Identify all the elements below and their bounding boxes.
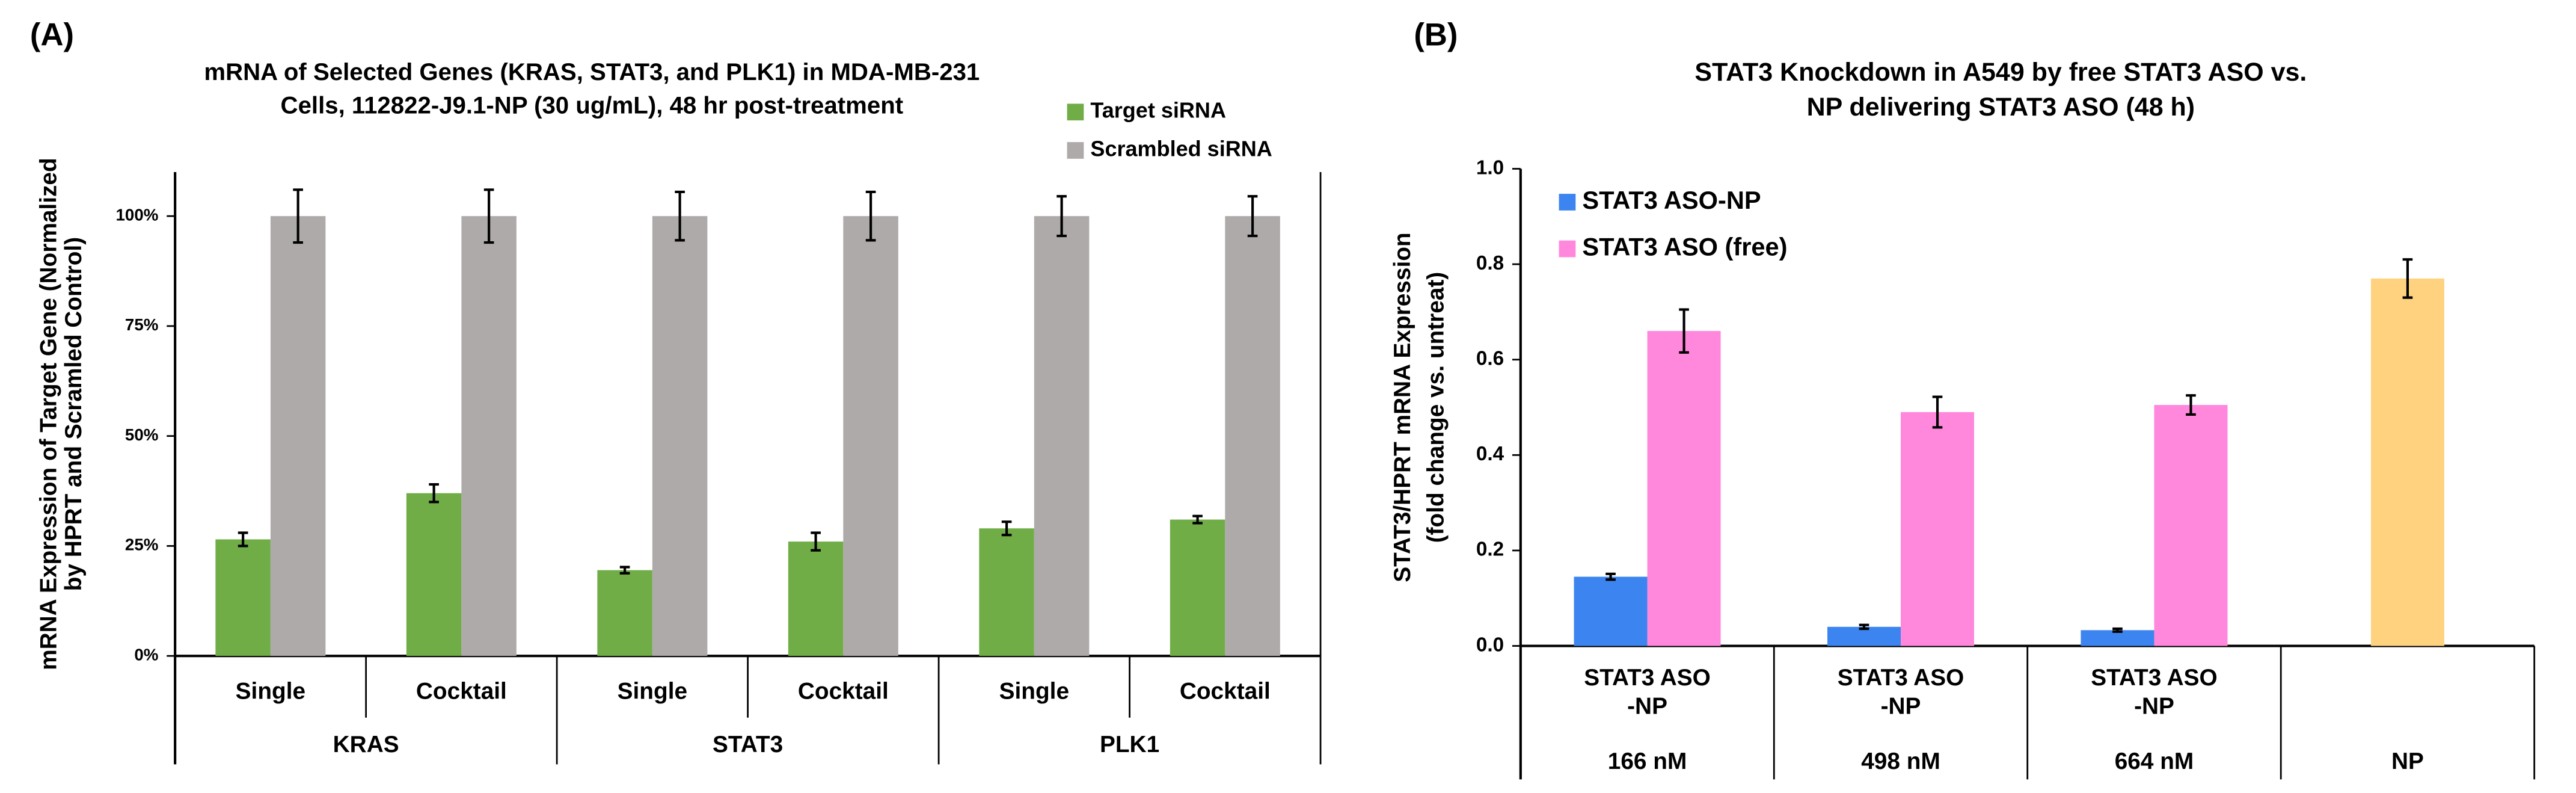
x-tick-label: -NP xyxy=(1881,693,1921,719)
error-bar xyxy=(865,190,876,242)
bar xyxy=(788,542,844,656)
x-tick-label: Cocktail xyxy=(416,678,507,704)
error-bar xyxy=(2112,627,2123,633)
bar xyxy=(2154,405,2228,646)
legend-swatch xyxy=(1067,103,1084,121)
bar xyxy=(461,216,517,656)
y-tick-label: 100% xyxy=(116,205,159,224)
error-bar xyxy=(1192,514,1203,525)
group-label: KRAS xyxy=(333,732,399,758)
error-bar xyxy=(1605,572,1616,581)
error-bar xyxy=(619,566,630,575)
y-tick-label: 1.0 xyxy=(1476,156,1504,179)
y-tick-label: 0% xyxy=(134,646,158,664)
bar xyxy=(2370,278,2444,646)
error-bar xyxy=(293,188,303,244)
y-tick-label: 0.6 xyxy=(1476,348,1504,370)
legend-swatch xyxy=(1559,240,1576,258)
error-bar xyxy=(675,190,685,242)
bar xyxy=(979,528,1034,656)
legend-label: Scrambled siRNA xyxy=(1090,137,1272,161)
error-bar xyxy=(1679,308,1689,354)
chart-title: mRNA of Selected Genes (KRAS, STAT3, and… xyxy=(204,58,980,85)
legend-label: STAT3 ASO-NP xyxy=(1582,186,1761,214)
group-label: 498 nM xyxy=(1861,748,1940,774)
x-tick-label: Single xyxy=(618,678,687,704)
chart-title: NP delivering STAT3 ASO (48 h) xyxy=(1807,93,2195,122)
error-bar xyxy=(811,531,821,552)
error-bar xyxy=(483,188,494,244)
group-label: STAT3 xyxy=(713,732,783,758)
y-tick-label: 0.8 xyxy=(1476,252,1504,274)
error-bar xyxy=(429,483,439,504)
y-axis-label: mRNA Expression of Target Gene (Normaliz… xyxy=(35,158,61,670)
x-tick-label: Single xyxy=(999,678,1069,704)
error-bar xyxy=(2186,394,2196,416)
bar xyxy=(1170,519,1225,656)
error-bar xyxy=(1932,395,1943,429)
error-bar xyxy=(1247,195,1258,238)
y-tick-label: 75% xyxy=(125,315,158,334)
error-bar xyxy=(1001,520,1012,537)
chart-title: STAT3 Knockdown in A549 by free STAT3 AS… xyxy=(1694,58,2307,87)
error-bar xyxy=(2402,258,2413,299)
legend-label: STAT3 ASO (free) xyxy=(1582,233,1787,261)
panel-label: (B) xyxy=(1414,17,1458,52)
bar xyxy=(1827,626,1901,646)
bar xyxy=(1647,331,1721,646)
y-axis-label: by HPRT and Scramled Control) xyxy=(61,237,87,591)
group-label: PLK1 xyxy=(1100,732,1159,758)
group-label: 166 nM xyxy=(1608,748,1687,774)
y-tick-label: 0.0 xyxy=(1476,634,1504,656)
x-tick-label: STAT3 ASO xyxy=(2091,665,2218,691)
group-label: 664 nM xyxy=(2115,748,2194,774)
bar xyxy=(843,216,898,656)
panel-label: (A) xyxy=(30,17,74,52)
y-tick-label: 0.4 xyxy=(1476,443,1504,465)
chart-title: Cells, 112822-J9.1-NP (30 ug/mL), 48 hr … xyxy=(281,92,904,119)
x-tick-label: -NP xyxy=(1627,693,1667,719)
bar xyxy=(1225,216,1280,656)
x-tick-label: Cocktail xyxy=(1180,678,1271,704)
y-tick-label: 25% xyxy=(125,535,158,554)
bar xyxy=(406,493,462,656)
bar xyxy=(652,216,708,656)
group-label: NP xyxy=(2391,748,2424,774)
bar xyxy=(597,570,652,656)
legend-swatch xyxy=(1559,194,1576,211)
bar xyxy=(1034,216,1090,656)
x-tick-label: Single xyxy=(236,678,305,704)
x-tick-label: Cocktail xyxy=(798,678,889,704)
y-axis-label: STAT3/HPRT mRNA Expression xyxy=(1390,232,1415,582)
error-bar xyxy=(238,531,248,548)
error-bar xyxy=(1859,623,1869,631)
legend-label: Target siRNA xyxy=(1090,98,1226,123)
y-tick-label: 50% xyxy=(125,425,158,444)
x-tick-label: STAT3 ASO xyxy=(1838,665,1964,691)
error-bar xyxy=(1056,195,1067,238)
y-tick-label: 0.2 xyxy=(1476,538,1504,561)
x-tick-label: STAT3 ASO xyxy=(1584,665,1711,691)
bar xyxy=(215,539,271,656)
bar xyxy=(1901,412,1975,646)
y-axis-label: (fold change vs. untreat) xyxy=(1423,272,1449,543)
bar xyxy=(270,216,326,656)
legend-swatch xyxy=(1067,142,1084,159)
x-tick-label: -NP xyxy=(2134,693,2174,719)
bar xyxy=(1574,576,1648,646)
